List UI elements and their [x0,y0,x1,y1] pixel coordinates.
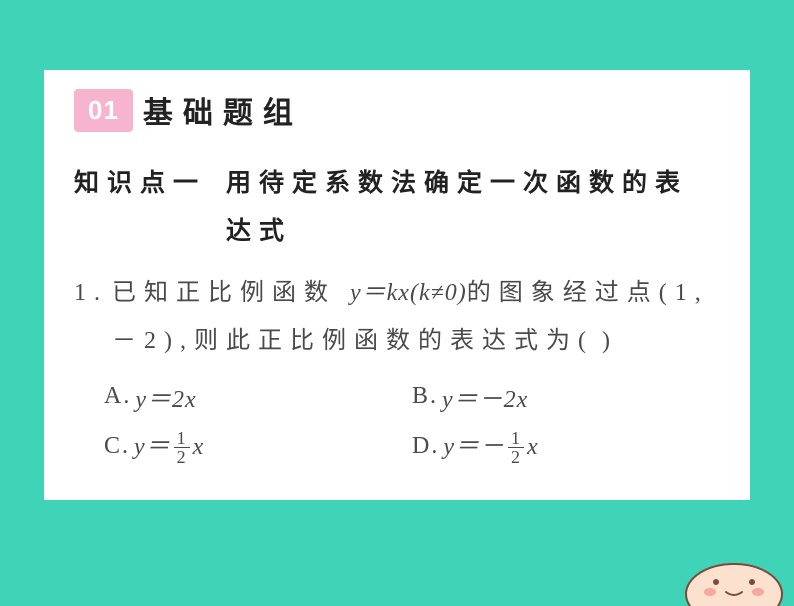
opt-a-val: 2 [172,387,185,413]
opt-b-prefix: y＝－ [442,387,504,413]
question-stem: 1. 已知正比例函数 y＝kx(k≠0)的图象经过点(1, －2),则此正比例函… [74,269,720,365]
answer-blank [594,328,602,354]
section-badge: 01 [74,89,133,132]
option-c: C. y＝12x [104,421,412,471]
opt-c-num: 1 [174,429,190,447]
kp-line2: 达式 [226,208,688,256]
option-b-expr: y＝－2x [442,379,528,414]
option-a-expr: y＝2x [135,379,196,414]
option-b-label: B. [412,383,438,410]
opt-d-suffix: x [527,434,539,460]
opt-a-prefix: y＝ [135,387,172,413]
option-c-expr: y＝12x [134,426,204,467]
option-c-label: C. [104,433,130,460]
section-header: 01 基础题组 [74,88,720,132]
opt-c-suffix: x [193,434,205,460]
question-line1: 已知正比例函数 y＝kx(k≠0)的图象经过点(1, [112,269,720,317]
section-title: 基础题组 [143,88,303,132]
option-d-label: D. [412,433,439,460]
question-number: 1. [74,269,108,365]
question-line2: －2),则此正比例函数的表达式为( ) [112,317,720,365]
q2-text-b: ) [602,328,618,354]
knowledge-point-label: 知识点一 [74,160,206,255]
opt-d-den: 2 [508,447,524,466]
q2-text-a: －2),则此正比例函数的表达式为( [112,328,594,354]
opt-b-suffix: x [517,387,529,413]
opt-a-suffix: x [185,387,197,413]
opt-d-num: 1 [508,429,524,447]
question-body: 已知正比例函数 y＝kx(k≠0)的图象经过点(1, －2),则此正比例函数的表… [112,269,720,365]
q1-text-b: 的图象经过点(1, [467,280,709,306]
q1-text-a: 已知正比例函数 [112,280,350,306]
opt-c-prefix: y＝ [134,434,171,460]
option-b: B. y＝－2x [412,371,720,421]
fraction-icon: 12 [174,429,190,466]
options-grid: A. y＝2x B. y＝－2x C. y＝12x D. y＝－12x [104,371,720,471]
knowledge-point: 知识点一 用待定系数法确定一次函数的表 达式 [74,160,720,255]
question-block: 1. 已知正比例函数 y＝kx(k≠0)的图象经过点(1, －2),则此正比例函… [74,269,720,365]
content-card: 01 基础题组 知识点一 用待定系数法确定一次函数的表 达式 1. 已知正比例函… [44,70,750,500]
mascot-icon [664,516,784,606]
opt-b-val: 2 [504,387,517,413]
option-d-expr: y＝－12x [443,426,538,467]
knowledge-point-text: 用待定系数法确定一次函数的表 达式 [226,160,688,255]
option-a-label: A. [104,383,131,410]
opt-c-den: 2 [174,447,190,466]
option-a: A. y＝2x [104,371,412,421]
fraction-icon: 12 [508,429,524,466]
q1-math: y＝kx(k≠0) [350,280,467,306]
kp-line1: 用待定系数法确定一次函数的表 [226,160,688,208]
option-d: D. y＝－12x [412,421,720,471]
opt-d-prefix: y＝－ [443,434,505,460]
